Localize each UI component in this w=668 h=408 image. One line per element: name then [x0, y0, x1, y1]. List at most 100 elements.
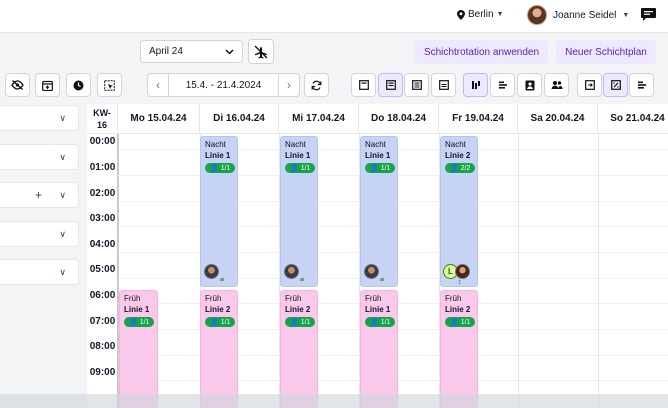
sidebar-item-4[interactable]: ∨ — [0, 221, 79, 247]
day-header[interactable]: Sa 20.04.24 — [518, 104, 598, 134]
drag-handle-icon[interactable]: ≡ — [220, 277, 225, 284]
calendar-add-button[interactable] — [35, 73, 60, 97]
shift-card-early[interactable]: Früh Linie 1 👤 1/1 — [360, 290, 398, 408]
shift-card-early[interactable]: Früh Linie 1 👤 1/1 — [119, 290, 158, 408]
new-schedule-button[interactable]: Neuer Schichtplan — [556, 40, 656, 64]
square-icon — [358, 80, 369, 90]
chevron-left-icon[interactable]: ‹ — [156, 78, 160, 92]
view-day-button[interactable] — [351, 73, 376, 97]
clock-button[interactable] — [66, 73, 91, 97]
person-icon: 👤 — [210, 319, 219, 326]
shift-type: Früh — [124, 294, 141, 303]
staffing-badge: 👤 1/1 — [365, 163, 396, 173]
shift-line: Linie 1 — [124, 305, 150, 314]
day-divider — [359, 134, 360, 408]
shift-type: Früh — [365, 294, 382, 303]
chevron-down-icon[interactable]: ∨ — [59, 190, 66, 200]
shift-card-night[interactable]: Nacht Linie 1 👤 1/1 ≡ — [360, 136, 398, 287]
month-select[interactable]: April 24 — [140, 40, 243, 63]
sidebar-item-1[interactable]: ∨ — [0, 105, 79, 131]
day-header[interactable]: Fr 19.04.24 — [439, 104, 518, 134]
day-divider — [518, 134, 519, 408]
shift-line: Linie 1 — [205, 151, 231, 160]
refresh-button[interactable] — [304, 73, 329, 97]
view-list-button[interactable] — [431, 73, 456, 97]
staffing-badge: 👤 1/1 — [445, 317, 476, 327]
sidebar-item-3[interactable]: + ∨ — [0, 182, 79, 208]
hour-label: 02:00 — [89, 188, 116, 199]
chat-icon[interactable] — [641, 8, 656, 21]
shift-line: Linie 2 — [445, 151, 471, 160]
chevron-down-icon[interactable]: ∨ — [59, 113, 66, 123]
week-calendar: KW- 16 Mo 15.04.24 Di 16.04.24 Mi 17.04.… — [87, 104, 668, 408]
shift-card-night[interactable]: Nacht Linie 2 👤 2/2 L ↕ — [440, 136, 478, 287]
week-value: 16 — [96, 120, 107, 130]
align-left-icon — [498, 81, 507, 89]
cursor-select-icon — [104, 79, 115, 91]
group-by-shift-button[interactable] — [463, 73, 488, 97]
shift-card-early[interactable]: Früh Linie 2 👤 1/1 — [280, 290, 318, 408]
select-button[interactable] — [97, 73, 122, 97]
vacation-button[interactable] — [248, 39, 274, 64]
settings-list-button[interactable] — [629, 73, 654, 97]
day-divider — [598, 134, 599, 408]
month-view-icon — [411, 80, 422, 90]
shift-card-early[interactable]: Früh Linie 2 👤 1/1 — [440, 290, 478, 408]
shift-type: Nacht — [445, 140, 466, 149]
shift-card-early[interactable]: Früh Linie 2 👤 1/1 — [200, 290, 238, 408]
drag-handle-icon[interactable]: ≡ — [380, 277, 385, 284]
export-button[interactable] — [577, 73, 602, 97]
resize-handle-icon[interactable]: ↕ — [458, 279, 462, 286]
user-name: Joanne Seidel — [553, 9, 617, 21]
day-divider — [439, 134, 440, 408]
apply-rotation-button[interactable]: Schichtrotation anwenden — [415, 40, 548, 64]
staffing-badge: 👤 1/1 — [365, 317, 396, 327]
staffing-count: 2/2 — [460, 164, 471, 172]
plus-icon[interactable]: + — [34, 188, 42, 202]
hide-button[interactable] — [5, 73, 30, 97]
avatar[interactable] — [284, 264, 299, 279]
staffing-count: 1/1 — [300, 164, 311, 172]
avatar[interactable] — [455, 264, 470, 279]
group-by-line-button[interactable] — [490, 73, 515, 97]
auto-plan-button[interactable] — [603, 73, 628, 97]
day-header[interactable]: Mi 17.04.24 — [279, 104, 359, 134]
chevron-right-icon[interactable]: › — [287, 78, 291, 92]
hour-label: 05:00 — [89, 264, 116, 275]
list-view-icon — [438, 80, 449, 90]
avatar[interactable] — [364, 264, 379, 279]
view-week-button[interactable] — [378, 73, 403, 97]
person-icon: 👤 — [370, 165, 379, 172]
staffing-count: 1/1 — [380, 164, 391, 172]
sidebar-item-2[interactable]: ∨ — [0, 144, 79, 170]
staffing-count: 1/1 — [220, 318, 231, 326]
view-month-button[interactable] — [404, 73, 429, 97]
week-view-icon — [385, 80, 396, 90]
chevron-down-icon[interactable]: ∨ — [59, 152, 66, 162]
day-header[interactable]: So 21.04.24 — [598, 104, 668, 134]
drag-handle-icon[interactable]: ≡ — [300, 277, 305, 284]
bars-icon — [471, 81, 480, 89]
avatar[interactable] — [204, 264, 219, 279]
location-selector[interactable]: Berlin ▼ — [457, 9, 504, 20]
day-header[interactable]: Do 18.04.24 — [359, 104, 439, 134]
staffing-badge: 👤 1/1 — [205, 317, 236, 327]
box-arrow-icon — [584, 80, 595, 90]
date-range[interactable]: 15.4. - 21.4.2024 — [168, 74, 279, 96]
shift-card-night[interactable]: Nacht Linie 1 👤 1/1 ≡ — [200, 136, 238, 287]
refresh-icon — [311, 80, 322, 90]
person-icon: 👤 — [450, 319, 459, 326]
shift-card-night[interactable]: Nacht Linie 1 👤 1/1 ≡ — [280, 136, 318, 287]
chevron-down-icon[interactable]: ∨ — [59, 267, 66, 277]
day-header[interactable]: Di 16.04.24 — [200, 104, 279, 134]
sidebar-item-5[interactable]: ∨ — [0, 259, 79, 285]
group-by-team-button[interactable] — [544, 73, 569, 97]
user-menu[interactable]: Joanne Seidel ▼ — [527, 5, 629, 25]
month-value: April 24 — [149, 46, 183, 57]
chevron-down-icon[interactable]: ∨ — [59, 229, 66, 239]
day-header[interactable]: Mo 15.04.24 — [118, 104, 200, 134]
chevron-down-icon: ▼ — [622, 11, 630, 19]
horizontal-scrollbar[interactable] — [0, 394, 668, 408]
group-by-person-button[interactable] — [517, 73, 542, 97]
week-number: KW- 16 — [87, 104, 118, 134]
